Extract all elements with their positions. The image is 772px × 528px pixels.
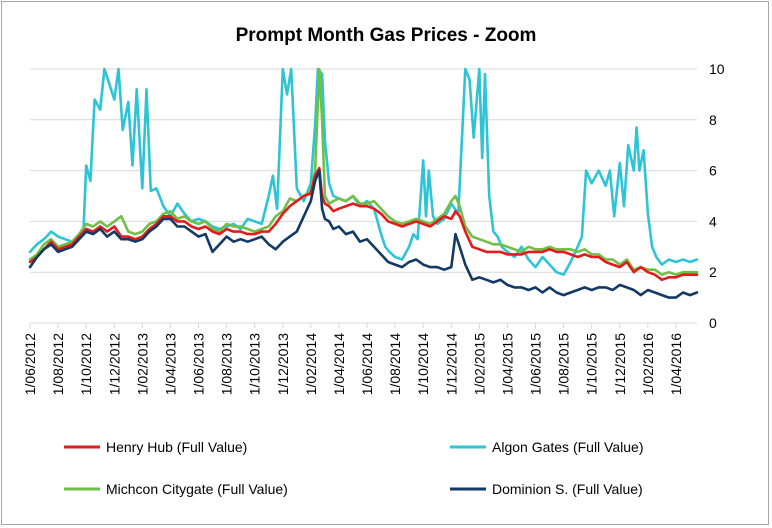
x-tick-label: 1/08/2015: [556, 333, 572, 395]
x-tick-label: 1/08/2012: [50, 333, 66, 395]
series-line-1: [28, 67, 699, 277]
y-axis-ticks: 0 2 4 6 8 10: [709, 61, 725, 331]
y-tick-label: 8: [709, 112, 717, 128]
chart-title: Prompt Month Gas Prices - Zoom: [236, 25, 537, 46]
y-tick-label: 10: [709, 61, 725, 77]
x-tick-label: 1/12/2014: [443, 333, 459, 395]
legend-label: Henry Hub (Full Value): [106, 439, 247, 455]
x-tick-label: 1/02/2013: [134, 333, 150, 395]
x-tick-label: 1/08/2013: [219, 333, 235, 395]
x-tick-label: 1/02/2015: [471, 333, 487, 395]
x-tick-label: 1/04/2013: [162, 333, 178, 395]
x-tick-label: 1/06/2012: [22, 333, 38, 395]
x-tick-label: 1/04/2014: [331, 333, 347, 395]
legend-label: Algon Gates (Full Value): [492, 439, 643, 455]
x-tick-label: 1/12/2013: [275, 333, 291, 395]
series-line-3: [28, 169, 699, 299]
legend-label: Dominion S. (Full Value): [492, 481, 643, 497]
x-tick-label: 1/12/2015: [612, 333, 628, 395]
y-tick-label: 2: [709, 264, 717, 280]
series-line-2: [28, 166, 699, 282]
x-tick-label: 1/06/2013: [191, 333, 207, 395]
legend: Henry Hub (Full Value) Algon Gates (Full …: [64, 439, 643, 497]
x-tick-label: 1/12/2012: [106, 333, 122, 395]
series-line-0: [28, 67, 699, 277]
y-tick-label: 6: [709, 163, 717, 179]
plot-series: [28, 67, 699, 299]
x-tick-label: 1/10/2012: [78, 333, 94, 395]
x-tick-label: 1/04/2015: [499, 333, 515, 395]
y-tick-label: 4: [709, 213, 717, 229]
x-tick-label: 1/10/2013: [247, 333, 263, 395]
x-tick-label: 1/10/2014: [415, 333, 431, 395]
x-tick-label: 1/02/2014: [303, 333, 319, 395]
x-tick-label: 1/10/2015: [584, 333, 600, 395]
x-axis-ticks: 1/06/2012 1/08/2012 1/10/2012 1/12/2012 1/02…: [22, 323, 684, 395]
legend-label: Michcon Citygate (Full Value): [106, 481, 288, 497]
y-tick-label: 0: [709, 315, 717, 331]
gridlines: [30, 68, 697, 324]
x-tick-label: 1/02/2016: [640, 333, 656, 395]
x-tick-label: 1/06/2014: [359, 333, 375, 395]
x-tick-label: 1/08/2014: [387, 333, 403, 395]
x-tick-label: 1/06/2015: [528, 333, 544, 395]
x-tick-label: 1/04/2016: [668, 333, 684, 395]
